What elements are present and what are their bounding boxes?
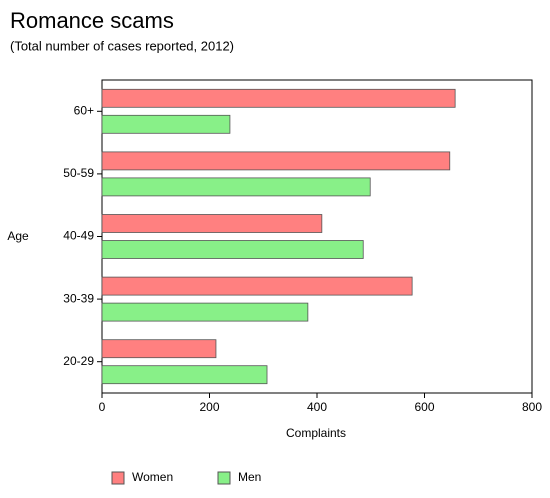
y-tick-label: 50-59 <box>63 166 94 180</box>
legend-label: Women <box>132 470 173 484</box>
x-tick-label: 400 <box>307 400 327 414</box>
chart-title: Romance scams <box>10 8 174 33</box>
x-tick-label: 0 <box>99 400 106 414</box>
chart-subtitle: (Total number of cases reported, 2012) <box>10 38 234 53</box>
bar <box>101 365 268 385</box>
legend-swatch <box>111 471 125 485</box>
x-axis-label: Complaints <box>286 426 346 440</box>
bar <box>101 339 217 359</box>
legend-swatch <box>217 471 231 485</box>
bar <box>101 114 231 134</box>
y-tick-label: 60+ <box>74 103 94 117</box>
y-tick-label: 30-39 <box>63 291 94 305</box>
y-tick-label: 20-29 <box>63 354 94 368</box>
x-tick-label: 600 <box>414 400 434 414</box>
bar <box>101 240 364 259</box>
legend-label: Men <box>238 470 261 484</box>
bar <box>101 177 371 197</box>
y-tick-label: 40-49 <box>63 229 94 243</box>
bar <box>101 276 413 296</box>
x-tick-label: 200 <box>199 400 219 414</box>
x-tick-label: 800 <box>522 400 542 414</box>
bar <box>101 302 309 322</box>
bar <box>101 214 323 233</box>
bar <box>101 151 451 171</box>
bar <box>101 88 456 108</box>
y-axis-label: Age <box>7 229 29 243</box>
